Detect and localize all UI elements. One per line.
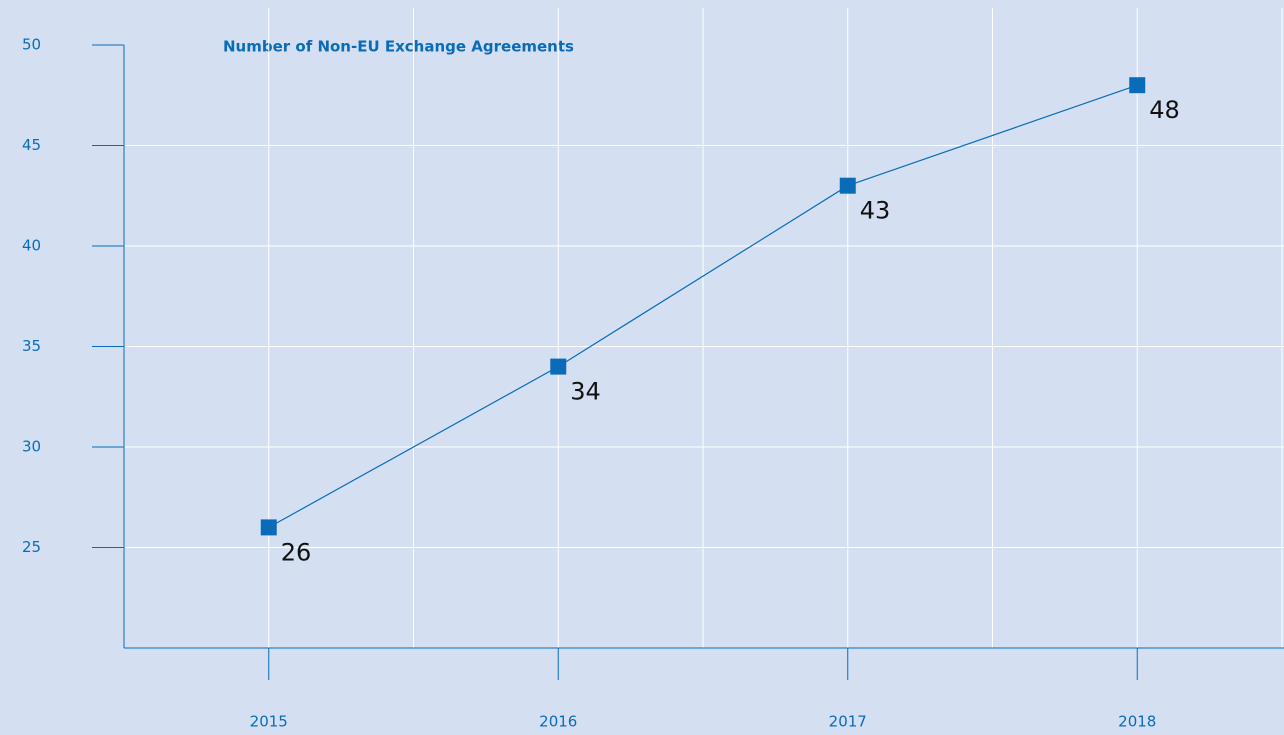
data-label: 34 xyxy=(570,378,601,406)
x-tick-label: 2016 xyxy=(539,713,577,731)
data-label: 43 xyxy=(860,197,891,225)
y-tick-label: 45 xyxy=(22,136,41,154)
y-tick-label: 25 xyxy=(22,538,41,556)
x-tick-label: 2017 xyxy=(829,713,867,731)
y-tick-label: 30 xyxy=(22,438,41,456)
data-label: 26 xyxy=(281,538,312,566)
marker xyxy=(1129,77,1146,94)
y-tick-label: 35 xyxy=(22,337,41,355)
x-tick-label: 2015 xyxy=(250,713,288,731)
marker xyxy=(260,519,277,536)
line xyxy=(268,84,1138,528)
y-tick-label: 50 xyxy=(22,36,41,54)
chart-title: Number of Non-EU Exchange Agreements xyxy=(223,38,574,56)
y-tick-label: 40 xyxy=(22,237,41,255)
marker xyxy=(550,358,567,375)
marker xyxy=(839,177,856,194)
data-label: 48 xyxy=(1149,96,1180,124)
x-tick-label: 2018 xyxy=(1118,713,1156,731)
